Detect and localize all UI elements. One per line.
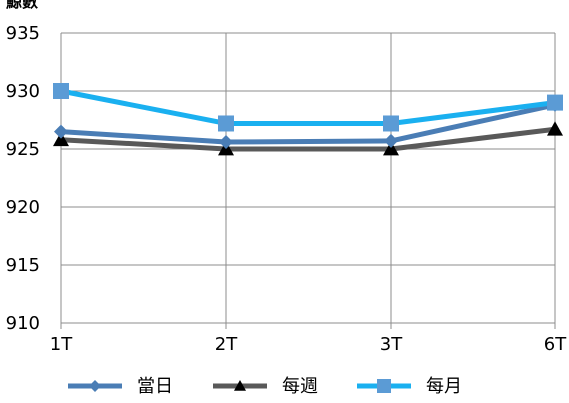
data-point-square — [53, 83, 69, 99]
data-point-square — [377, 379, 391, 393]
x-tick-labels: 1T 2T 3T 6T — [50, 334, 567, 355]
data-point-square — [383, 115, 399, 132]
y-tick-label: 915 — [6, 255, 40, 276]
legend: 當日 每週 每月 — [68, 376, 462, 397]
y-tick-label: 910 — [6, 313, 40, 334]
y-axis-label: 鯨數 — [5, 0, 38, 11]
series-group — [53, 83, 563, 156]
x-tick-label: 2T — [215, 334, 238, 355]
data-point-triangle — [234, 380, 246, 391]
x-tick-label: 6T — [544, 334, 567, 355]
series-line — [60, 102, 556, 145]
legend-label: 當日 — [137, 376, 173, 397]
data-point-square — [218, 115, 234, 132]
data-point-diamond — [384, 133, 398, 148]
y-tick-label: 925 — [6, 139, 40, 160]
data-point-triangle — [53, 131, 69, 147]
x-tick-label: 3T — [380, 334, 403, 355]
data-point-diamond — [89, 380, 101, 392]
legend-label: 每月 — [426, 376, 462, 397]
data-point-square — [547, 94, 563, 111]
data-point-triangle — [547, 121, 563, 136]
data-point-diamond — [219, 135, 233, 150]
data-point-triangle — [383, 141, 399, 156]
y-tick-label: 930 — [6, 81, 40, 102]
data-point-diamond — [54, 124, 68, 139]
series-line — [60, 88, 556, 126]
series-line — [60, 126, 556, 152]
y-tick-label: 935 — [6, 23, 40, 44]
y-tick-labels: 935 930 925 920 915 910 — [6, 23, 40, 334]
legend-label: 每週 — [282, 376, 318, 397]
x-tick-label: 1T — [50, 334, 73, 355]
gridlines — [60, 32, 556, 329]
y-tick-label: 920 — [6, 197, 40, 218]
